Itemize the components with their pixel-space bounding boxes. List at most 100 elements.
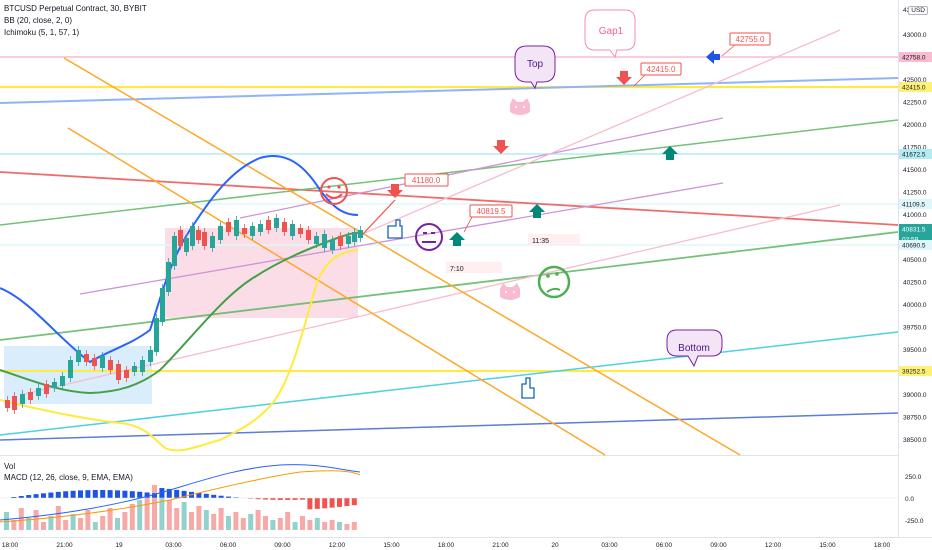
volume-bar bbox=[240, 518, 246, 530]
volume-bar bbox=[263, 516, 268, 530]
candle-body bbox=[184, 238, 189, 252]
candle-body bbox=[196, 230, 201, 240]
callout-40819[interactable]: 40819.5 bbox=[463, 204, 513, 233]
bb-legend[interactable]: BB (20, close, 2, 0) bbox=[4, 16, 73, 25]
candle-body bbox=[108, 360, 113, 370]
volume-bar bbox=[115, 518, 120, 530]
trendline-purple-upper[interactable] bbox=[239, 117, 724, 219]
vol-legend[interactable]: Vol bbox=[4, 462, 16, 471]
callout-42755[interactable]: 42755.0 bbox=[721, 32, 771, 57]
smile-icon[interactable] bbox=[320, 177, 348, 205]
volume-bar bbox=[78, 518, 83, 530]
neutral-face-icon[interactable] bbox=[415, 223, 443, 251]
price-tag-bg bbox=[899, 199, 932, 209]
macd-hist-bar bbox=[248, 498, 254, 499]
price-tag-text: 42415.0 bbox=[902, 85, 926, 92]
macd-hist-bar bbox=[48, 492, 54, 498]
symbol-legend[interactable]: BTCUSD Perpetual Contract, 30, BYBIT bbox=[4, 4, 147, 13]
macd-tick: 250.0 bbox=[905, 474, 922, 481]
time-axis[interactable]: 18:00 21:00 19 03:00 06:00 09:00 12:00 15:00 18:… bbox=[2, 542, 891, 549]
trendline-pink-upper[interactable] bbox=[359, 29, 841, 236]
trendline-cyan[interactable] bbox=[0, 331, 899, 436]
macd-hist-bar bbox=[351, 498, 357, 506]
price-tick: 38500.0 bbox=[903, 437, 927, 444]
arrow-down-icon[interactable] bbox=[616, 71, 632, 85]
candle-body bbox=[132, 366, 137, 372]
volume-bar bbox=[100, 516, 106, 530]
macd-hist-bar bbox=[70, 490, 76, 498]
volume-bar bbox=[189, 512, 194, 530]
cat-icon[interactable] bbox=[500, 283, 520, 300]
trendline-green-upper[interactable] bbox=[0, 119, 899, 226]
price-tick: 41250.0 bbox=[903, 190, 927, 197]
volume-histogram[interactable] bbox=[4, 485, 357, 530]
trendline-pink-lower[interactable] bbox=[19, 204, 841, 396]
arrow-up-icon[interactable] bbox=[449, 232, 465, 246]
volume-bar bbox=[174, 508, 180, 530]
volume-bar bbox=[270, 520, 276, 530]
candle-body bbox=[148, 350, 153, 362]
trendline-orange-2[interactable] bbox=[67, 127, 606, 456]
top-bubble[interactable]: Top bbox=[514, 45, 556, 90]
candle-body bbox=[28, 392, 33, 400]
macd-hist-bar bbox=[181, 490, 187, 498]
yellow-line[interactable] bbox=[0, 249, 359, 452]
price-tick: 41000.0 bbox=[903, 212, 927, 219]
macd-hist-bar bbox=[226, 496, 231, 498]
price-tag-bg bbox=[899, 82, 932, 92]
volume-bar bbox=[292, 522, 298, 530]
trendline-green-lower[interactable] bbox=[0, 231, 899, 341]
candle-body bbox=[218, 226, 223, 240]
macd-line bbox=[0, 464, 361, 521]
candle-body bbox=[68, 360, 73, 378]
macd-hist-bar bbox=[329, 498, 335, 508]
candle-body bbox=[250, 226, 255, 236]
macd-hist-bar bbox=[263, 498, 268, 500]
cat-icon[interactable] bbox=[510, 98, 530, 115]
price-tag-bg bbox=[899, 234, 932, 244]
volume-bar bbox=[26, 518, 32, 530]
bottom-bubble[interactable]: Bottom bbox=[666, 329, 723, 368]
macd-hist-bar bbox=[277, 498, 283, 500]
currency-badge[interactable]: USD bbox=[908, 6, 928, 15]
arrow-down-icon[interactable] bbox=[493, 140, 509, 154]
volume-bar bbox=[255, 510, 261, 530]
candle-body bbox=[190, 226, 195, 246]
arrow-up-icon[interactable] bbox=[529, 204, 545, 218]
volume-bar bbox=[337, 522, 342, 530]
price-tick: 42000.0 bbox=[903, 122, 927, 129]
macd-legend[interactable]: MACD (12, 26, close, 9, EMA, EMA) bbox=[4, 473, 133, 482]
trendline-blue-top[interactable] bbox=[0, 77, 899, 104]
price-tick: 40500.0 bbox=[903, 257, 927, 264]
time-box-1135[interactable]: 11:35 bbox=[528, 234, 580, 245]
hand-pointer-icon[interactable] bbox=[521, 377, 535, 399]
candle-body bbox=[76, 350, 81, 362]
trendline-red-short[interactable] bbox=[361, 199, 396, 236]
price-tick: 39000.0 bbox=[903, 392, 927, 399]
macd-hist-bar bbox=[270, 498, 276, 500]
volume-bar bbox=[55, 506, 61, 530]
macd-tick: -250.0 bbox=[905, 518, 924, 525]
callout-41180[interactable]: 41180.0 bbox=[404, 173, 449, 187]
ichimoku-legend[interactable]: Ichimoku (5, 1, 57, 1) bbox=[4, 28, 80, 37]
price-tag-bg bbox=[899, 224, 932, 234]
callout-42415[interactable]: 42415.0 bbox=[633, 62, 682, 87]
sad-face-icon[interactable] bbox=[537, 265, 571, 299]
arrow-down-icon[interactable] bbox=[387, 184, 403, 198]
macd-hist-bar bbox=[255, 498, 261, 500]
candlestick-series[interactable] bbox=[5, 214, 363, 414]
callout-40819-text: 40819.5 bbox=[477, 207, 506, 216]
macd-hist-bar bbox=[144, 492, 150, 498]
volume-bar bbox=[137, 500, 143, 530]
arrow-left-icon[interactable] bbox=[706, 50, 720, 64]
trendline-orange-1[interactable] bbox=[63, 57, 741, 456]
arrow-up-icon[interactable] bbox=[662, 146, 678, 160]
gap1-bubble[interactable]: Gap1 bbox=[584, 9, 636, 59]
trendline-red[interactable] bbox=[0, 171, 899, 226]
hand-pointer-icon[interactable] bbox=[387, 219, 403, 239]
candle-body bbox=[282, 222, 287, 232]
time-box-710[interactable]: 7:10 bbox=[446, 262, 502, 273]
macd-hist-bar bbox=[41, 493, 46, 498]
macd-axis[interactable]: 250.0 0.0 -250.0 bbox=[905, 474, 924, 525]
